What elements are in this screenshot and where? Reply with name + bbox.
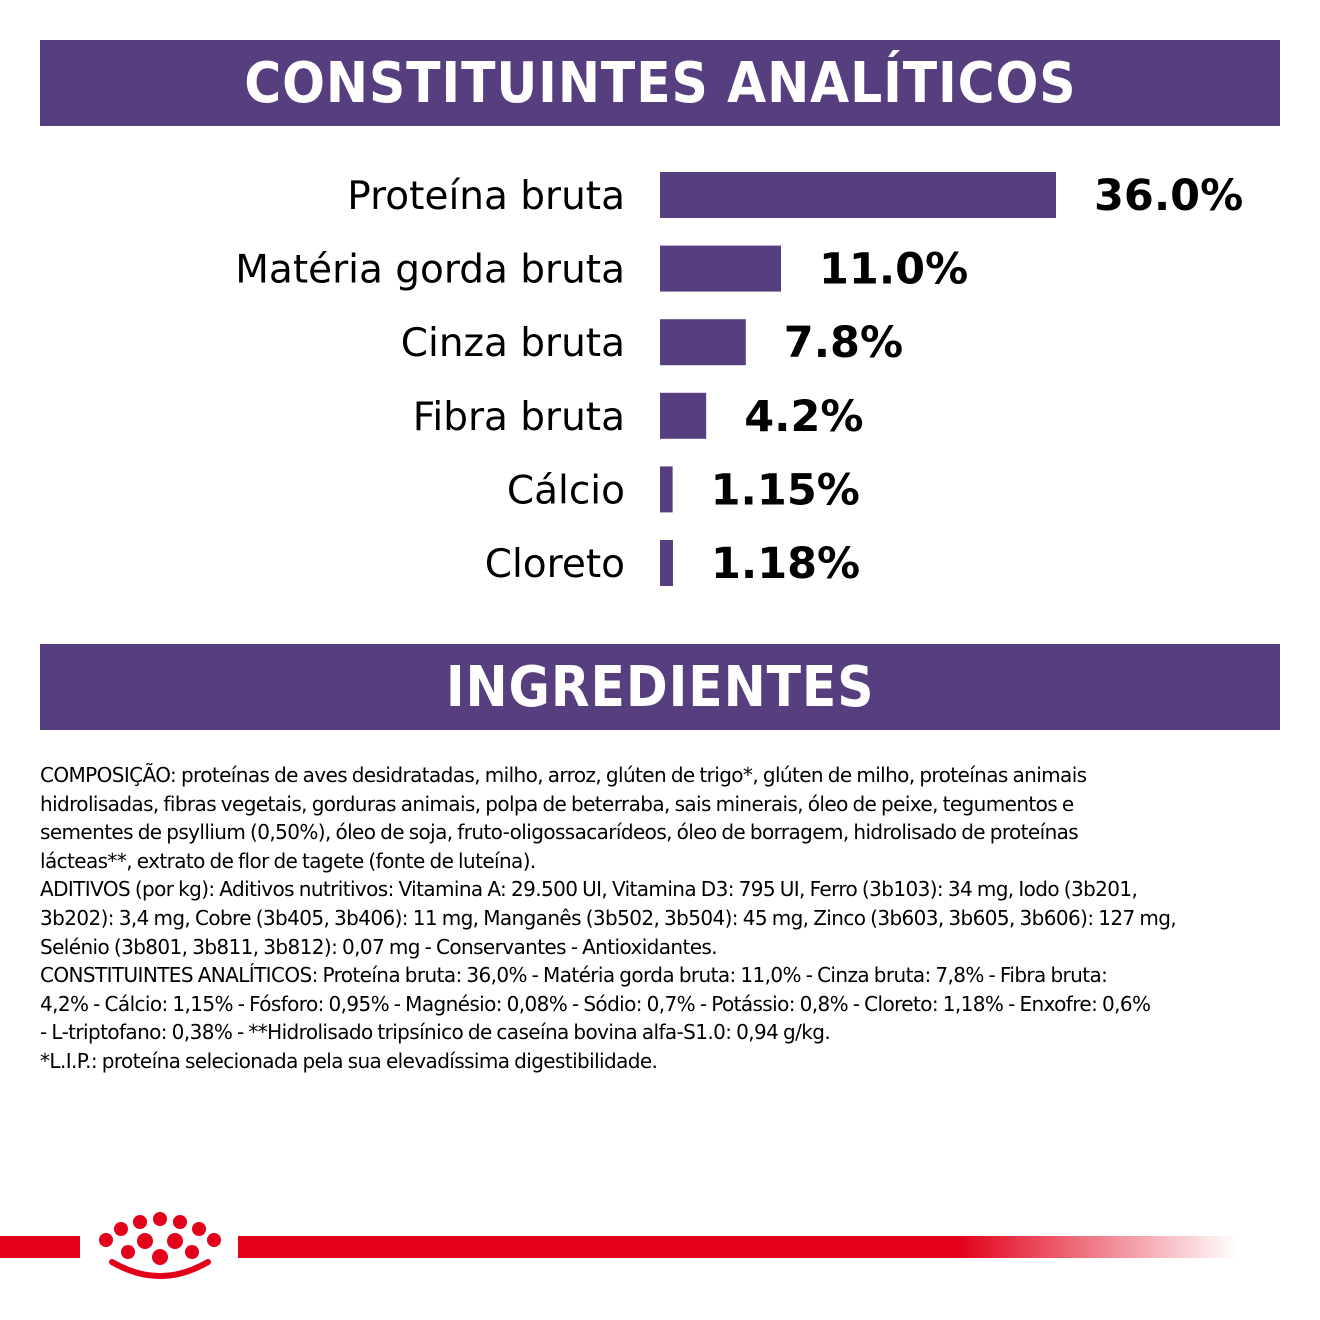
additives-paragraph: ADITIVOS (por kg): Aditivos nutritivos: … bbox=[40, 877, 1177, 959]
value-label-cloreto: 1.18% bbox=[711, 539, 860, 589]
bar-fibra-bruta bbox=[660, 392, 707, 439]
composition-paragraph: COMPOSIÇÃO: proteínas de aves desidratad… bbox=[40, 763, 1087, 873]
bar-cloreto bbox=[660, 540, 673, 586]
value-label-proteina-bruta: 36.0% bbox=[1094, 171, 1243, 221]
bar-calcio bbox=[660, 466, 673, 513]
category-label-cinza-bruta: Cinza bruta bbox=[401, 321, 625, 366]
category-label-cloreto: Cloreto bbox=[485, 542, 625, 587]
analytics-banner: CONSTITUINTES ANALÍTICOS bbox=[40, 40, 1280, 126]
ingredients-banner: INGREDIENTES bbox=[40, 644, 1280, 730]
red-stripe-right bbox=[238, 1236, 1238, 1258]
value-label-materia-gorda-bruta: 11.0% bbox=[819, 245, 968, 295]
bar-proteina-bruta bbox=[660, 172, 1056, 218]
analytics-bar-chart: Proteína bruta 36.0% Matéria gorda bruta 11… bbox=[235, 171, 1243, 589]
ingredients-title: INGREDIENTES bbox=[445, 654, 875, 720]
brand-footer bbox=[0, 1212, 1238, 1279]
red-stripe-left bbox=[0, 1236, 80, 1258]
analytics-title: CONSTITUINTES ANALÍTICOS bbox=[243, 50, 1077, 116]
value-label-calcio: 1.15% bbox=[711, 465, 860, 515]
bar-cinza-bruta bbox=[660, 319, 746, 366]
category-label-materia-gorda-bruta: Matéria gorda bruta bbox=[235, 248, 625, 293]
footnote-paragraph: *L.I.P.: proteína selecionada pela sua e… bbox=[40, 1048, 658, 1073]
crown-icon bbox=[99, 1212, 221, 1279]
value-label-cinza-bruta: 7.8% bbox=[784, 318, 903, 368]
bar-materia-gorda-bruta bbox=[660, 245, 781, 292]
analytic-constituents-paragraph: CONSTITUINTES ANALÍTICOS: Proteína bruta… bbox=[40, 963, 1151, 1045]
value-label-fibra-bruta: 4.2% bbox=[744, 392, 863, 442]
category-label-proteina-bruta: Proteína bruta bbox=[347, 174, 625, 219]
category-label-calcio: Cálcio bbox=[507, 468, 625, 513]
ingredients-text: COMPOSIÇÃO: proteínas de aves desidratad… bbox=[40, 761, 1285, 1076]
category-label-fibra-bruta: Fibra bruta bbox=[413, 395, 625, 440]
